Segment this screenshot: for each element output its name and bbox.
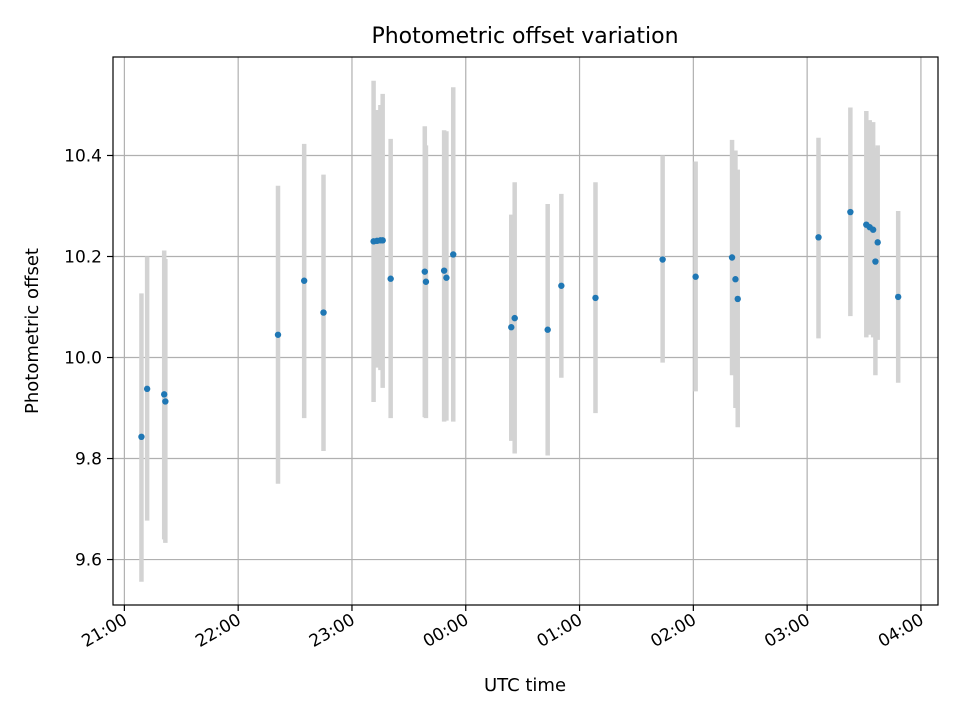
x-tick-label: 22:00 — [192, 610, 244, 652]
data-point — [443, 274, 450, 281]
data-point — [421, 268, 428, 275]
data-point — [659, 256, 666, 263]
data-point — [440, 267, 448, 274]
data-point — [138, 433, 145, 441]
data-point — [508, 324, 515, 331]
data-points — [138, 208, 902, 441]
data-point — [387, 275, 394, 282]
y-tick-label: 10.0 — [64, 349, 102, 369]
x-tick-label: 03:00 — [761, 610, 813, 652]
x-axis-label: UTC time — [484, 675, 566, 696]
data-point — [894, 293, 902, 301]
data-point — [728, 254, 736, 261]
y-tick-label: 10.4 — [64, 146, 102, 166]
data-point — [300, 277, 308, 284]
x-tick-label: 23:00 — [306, 610, 358, 652]
data-point — [544, 326, 551, 333]
data-point — [450, 251, 457, 258]
data-point — [734, 295, 741, 303]
data-point — [320, 309, 327, 316]
x-tick-label: 00:00 — [420, 610, 472, 652]
x-tick-label: 21:00 — [78, 610, 130, 652]
data-point — [874, 239, 881, 246]
x-axis-ticks: 21:00 22:00 23:00 00:00 01:00 02:00 03:00 04:00 — [78, 605, 927, 652]
x-tick-label: 01:00 — [534, 610, 586, 652]
x-tick-label: 04:00 — [875, 610, 927, 652]
data-point — [162, 398, 169, 405]
grid — [113, 57, 938, 605]
data-point — [379, 237, 386, 244]
data-point — [847, 208, 854, 216]
data-point — [143, 385, 151, 393]
data-point — [558, 282, 565, 289]
chart-title: Photometric offset variation — [371, 24, 678, 49]
y-axis-ticks: 9.6 9.8 10.0 10.2 10.4 — [64, 146, 113, 571]
data-point — [161, 391, 168, 398]
data-point — [592, 294, 599, 302]
data-point — [422, 278, 430, 285]
data-point — [872, 258, 879, 265]
data-point — [732, 276, 739, 283]
data-point — [815, 234, 822, 241]
y-tick-label: 9.6 — [75, 551, 102, 571]
data-point — [869, 226, 877, 233]
data-point — [692, 273, 699, 280]
y-tick-label: 9.8 — [75, 450, 102, 470]
data-point — [511, 314, 518, 322]
y-axis-label: Photometric offset — [22, 248, 43, 414]
plot-area-frame — [112, 56, 939, 606]
data-point — [274, 331, 282, 338]
x-tick-label: 02:00 — [647, 610, 699, 652]
y-tick-label: 10.2 — [64, 248, 102, 268]
